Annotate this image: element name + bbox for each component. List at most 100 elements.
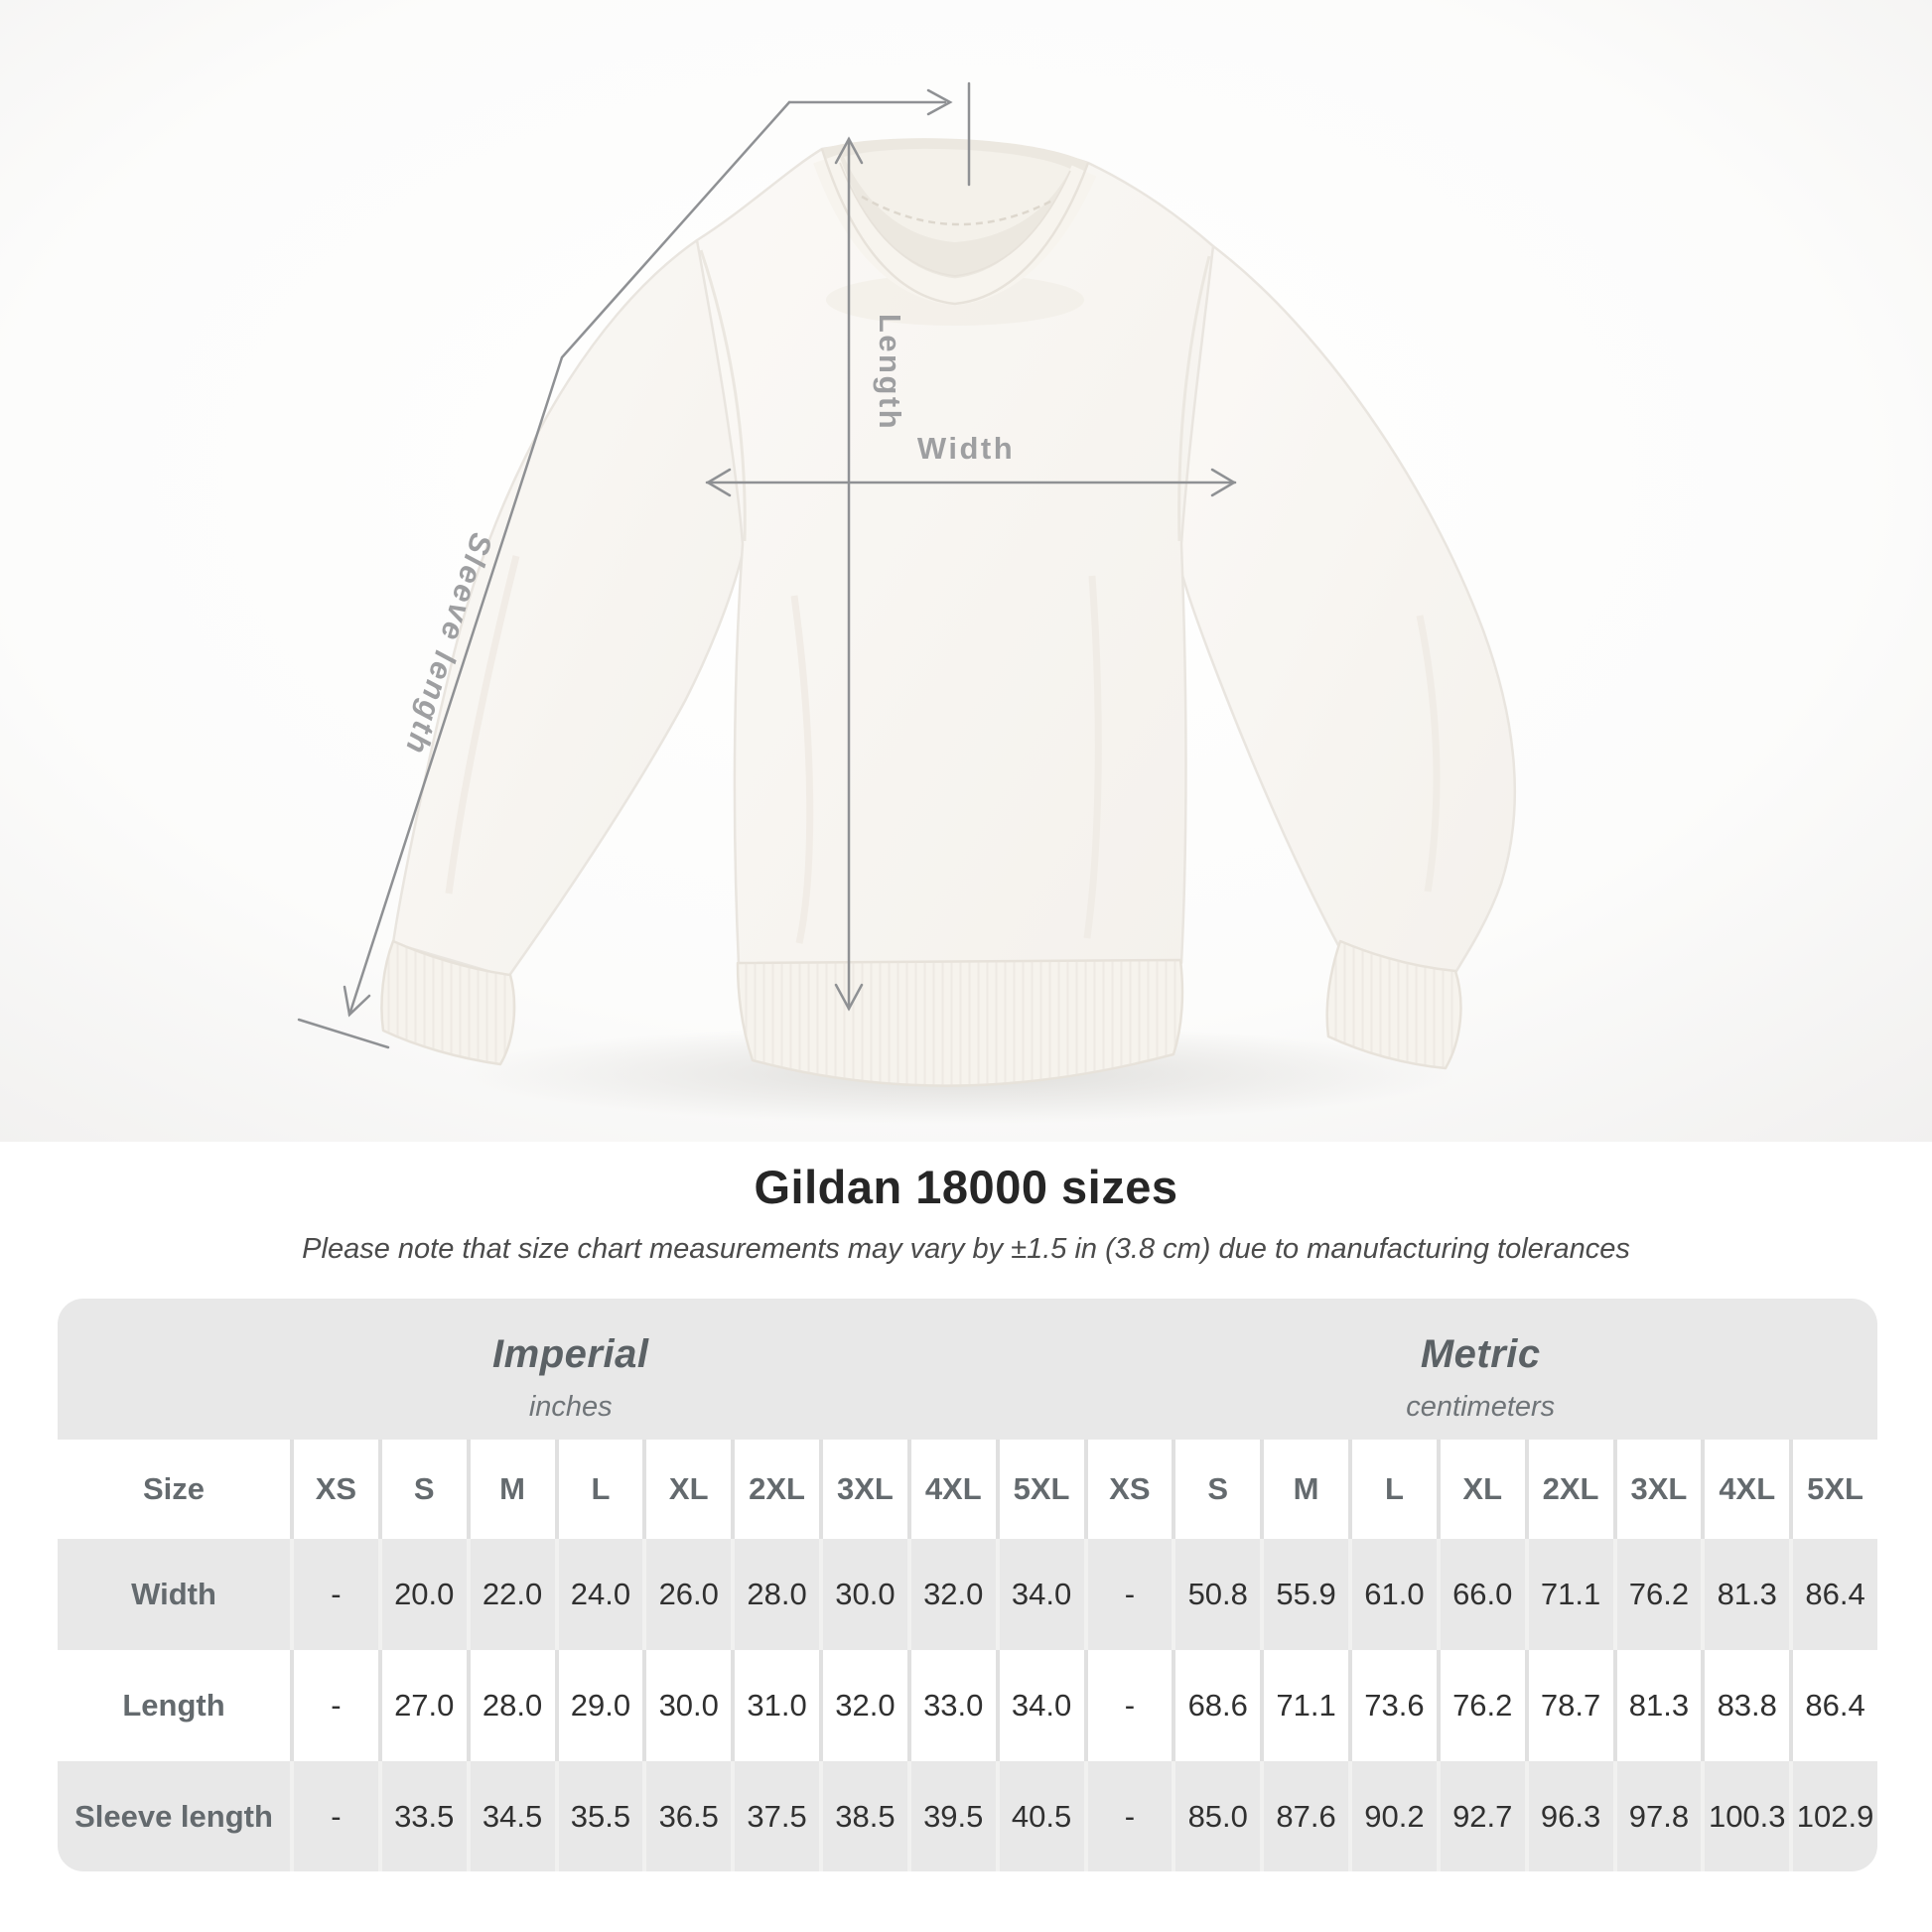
value-cell: 86.4 — [1789, 1539, 1877, 1650]
size-col-header: XL — [642, 1440, 732, 1539]
value-cell: 66.0 — [1436, 1539, 1525, 1650]
collar-band — [813, 154, 1097, 306]
value-cell: 68.6 — [1172, 1650, 1261, 1761]
size-col-header: 3XL — [819, 1440, 907, 1539]
value-cell: 78.7 — [1524, 1650, 1613, 1761]
value-cell: 92.7 — [1436, 1761, 1525, 1871]
size-col-header: XS — [1083, 1440, 1173, 1539]
imperial-group-label: Imperial — [492, 1332, 649, 1376]
collar-band-inner-edge — [839, 162, 1071, 277]
value-cell: 33.5 — [377, 1761, 467, 1871]
sleeve-length-arrow — [297, 81, 971, 1049]
value-cell: 26.0 — [642, 1539, 731, 1650]
row-label-length: Length — [58, 1650, 290, 1761]
value-cell: 71.1 — [1260, 1650, 1348, 1761]
value-cell: 102.9 — [1789, 1761, 1877, 1871]
size-col-header: L — [1348, 1440, 1437, 1539]
size-col-header: M — [466, 1440, 555, 1539]
value-cell: 97.8 — [1612, 1761, 1702, 1871]
value-cell: 61.0 — [1348, 1539, 1437, 1650]
size-col-header: 5XL — [995, 1440, 1084, 1539]
size-col-header: 5XL — [1789, 1440, 1877, 1539]
collar-band-outer-edge — [820, 148, 1090, 306]
armhole-seams — [699, 249, 1211, 542]
value-cell: 76.2 — [1436, 1650, 1525, 1761]
value-cell: 35.5 — [554, 1761, 643, 1871]
col-header-size: Size — [58, 1440, 290, 1539]
value-cell: 34.0 — [995, 1650, 1084, 1761]
value-cell: 28.0 — [466, 1650, 555, 1761]
imperial-group-header: Imperial inches — [58, 1299, 1084, 1440]
value-cell: 87.6 — [1260, 1761, 1348, 1871]
size-table: Imperial inches Metric centimeters Size … — [58, 1299, 1877, 1871]
row-label-sleeve-length: Sleeve length — [74, 1798, 273, 1834]
length-label: Length — [873, 314, 907, 431]
page-title: Gildan 18000 sizes — [754, 1161, 1178, 1213]
metric-group-unit: centimeters — [1406, 1391, 1556, 1423]
value-cell: 90.2 — [1348, 1761, 1437, 1871]
value-cell: 29.0 — [554, 1650, 643, 1761]
value-cell: 36.5 — [642, 1761, 731, 1871]
value-cell: 27.0 — [377, 1650, 467, 1761]
value-cell: - — [1083, 1761, 1173, 1871]
measurement-annotations — [297, 81, 1237, 1049]
value-cell: 34.0 — [995, 1539, 1084, 1650]
collar-back-stitch — [861, 195, 1053, 226]
value-cell: 37.5 — [731, 1761, 819, 1871]
imperial-group-unit: inches — [528, 1391, 613, 1423]
value-cell: 81.3 — [1701, 1539, 1789, 1650]
size-col-header: L — [554, 1440, 643, 1539]
size-col-header: 2XL — [731, 1440, 819, 1539]
value-cell: - — [290, 1539, 378, 1650]
tolerance-note: Please note that size chart measurements… — [302, 1233, 1630, 1265]
value-cell: 50.8 — [1172, 1539, 1260, 1650]
size-col-header: XS — [290, 1440, 378, 1539]
value-cell: 34.5 — [466, 1761, 555, 1871]
hem-band-rib — [738, 960, 1182, 1086]
size-col-header: S — [377, 1440, 467, 1539]
metric-group-label: Metric — [1420, 1332, 1541, 1376]
value-cell: - — [1083, 1650, 1173, 1761]
size-col-header: M — [1260, 1440, 1348, 1539]
length-arrow — [834, 136, 864, 1012]
size-col-header: 3XL — [1612, 1440, 1702, 1539]
value-cell: 20.0 — [377, 1539, 467, 1650]
value-cell: 30.0 — [642, 1650, 732, 1761]
value-cell: 22.0 — [466, 1539, 555, 1650]
value-cell: - — [290, 1761, 378, 1871]
metric-group-header: Metric centimeters — [1084, 1299, 1878, 1440]
value-cell: 30.0 — [819, 1539, 907, 1650]
value-cell: - — [290, 1650, 378, 1761]
width-label: Width — [917, 431, 1015, 466]
left-cuff-rib — [381, 941, 515, 1064]
value-cell: - — [1083, 1539, 1173, 1650]
row-label-width: Width — [131, 1577, 216, 1611]
sweatshirt-measurement-diagram: Length Width Sleeve length — [0, 0, 1932, 1142]
value-cell: 96.3 — [1524, 1761, 1613, 1871]
value-cell: 83.8 — [1701, 1650, 1790, 1761]
value-cell: 81.3 — [1612, 1650, 1702, 1761]
value-cell: 24.0 — [554, 1539, 643, 1650]
value-cell: 55.9 — [1260, 1539, 1348, 1650]
value-cell: 38.5 — [819, 1761, 907, 1871]
right-cuff-rib — [1326, 941, 1461, 1068]
value-cell: 73.6 — [1348, 1650, 1437, 1761]
value-cell: 85.0 — [1172, 1761, 1260, 1871]
size-col-header: 2XL — [1524, 1440, 1613, 1539]
size-col-header: XL — [1436, 1440, 1525, 1539]
value-cell: 32.0 — [906, 1539, 996, 1650]
size-col-header: 4XL — [1701, 1440, 1790, 1539]
fabric-folds — [445, 555, 1441, 944]
value-cell: 40.5 — [995, 1761, 1084, 1871]
collar-inner-back — [844, 148, 1070, 242]
collar — [813, 138, 1097, 326]
value-cell: 39.5 — [906, 1761, 996, 1871]
value-cell: 31.0 — [731, 1650, 819, 1761]
width-arrow — [705, 468, 1237, 497]
value-cell: 76.2 — [1612, 1539, 1702, 1650]
value-cell: 28.0 — [731, 1539, 819, 1650]
size-col-header: 4XL — [906, 1440, 996, 1539]
value-cell: 32.0 — [819, 1650, 907, 1761]
size-col-header: S — [1172, 1440, 1261, 1539]
value-cell: 71.1 — [1524, 1539, 1613, 1650]
